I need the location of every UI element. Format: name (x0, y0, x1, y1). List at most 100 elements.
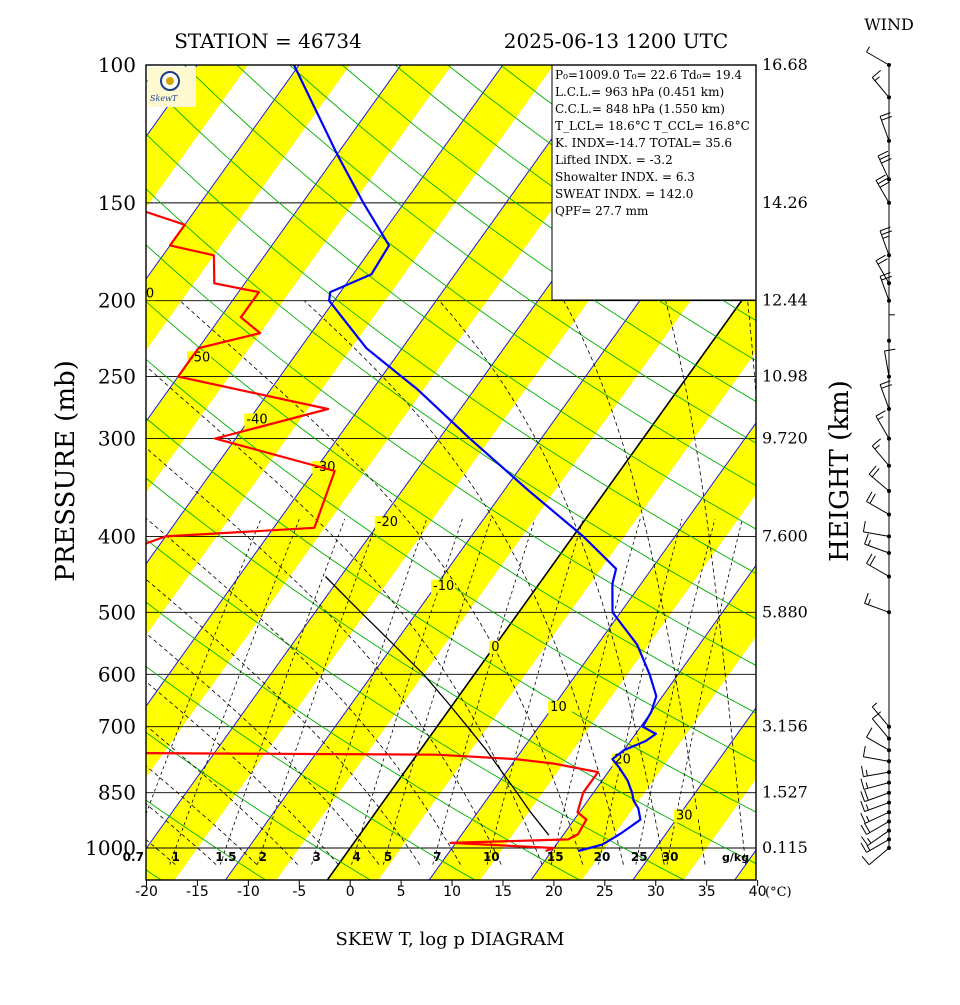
x-tick-label: -15 (186, 884, 209, 900)
wind-barb-shaft (880, 385, 889, 409)
wind-barb-flag (867, 845, 870, 850)
isotherm-label: 10 (550, 700, 567, 715)
mixing-unit-label: g/kg (722, 851, 749, 864)
isotherm-label: -60 (133, 286, 154, 301)
wind-barb-flag (863, 521, 865, 532)
wind-barb-flag (868, 599, 870, 605)
mixing-ratio-label: 4 (352, 850, 360, 864)
x-tick-label: 25 (596, 884, 614, 900)
pressure-tick-label: 400 (98, 524, 136, 548)
station-title: STATION = 46734 (174, 29, 362, 53)
height-tick-label: 12.44 (762, 291, 808, 310)
pressure-tick-label: 600 (98, 662, 136, 686)
wind-level-dot (887, 437, 891, 441)
x-tick-label: 0 (346, 884, 355, 900)
wind-barb-flag (867, 492, 873, 502)
mixing-ratio-label: 1 (172, 850, 180, 864)
wind-level-dot (887, 281, 891, 285)
mixing-ratio-label: 20 (594, 850, 611, 864)
wind-barb-flag (875, 77, 880, 81)
wind-barb-shaft (880, 231, 889, 255)
wind-barb-flag (861, 791, 865, 801)
agency-logo: SkewT (148, 67, 196, 107)
x-tick-label: 15 (494, 884, 512, 900)
wind-barb-flag (867, 728, 873, 738)
index-line-4: T_LCL= 18.6°C T_CCL= 16.8°C (555, 119, 750, 133)
height-tick-label: 3.156 (762, 717, 808, 736)
y-axis-label: PRESSURE (mb) (51, 360, 81, 582)
wind-barb-flag (878, 417, 883, 420)
height-tick-label: 14.26 (762, 193, 808, 212)
wind-barb-flag (881, 159, 891, 164)
wind-barb-flag (876, 175, 886, 181)
dry-adiabat (0, 29, 57, 880)
x-unit-label: (°C) (765, 885, 792, 900)
index-line-2: L.C.L.= 963 hPa (0.451 km) (555, 85, 724, 99)
index-line-3: C.C.L.= 848 hPa (1.550 km) (555, 102, 725, 116)
mixing-ratio-label: 1.5 (215, 850, 236, 864)
wind-barb-shaft (872, 719, 889, 739)
wind-barb-flag (865, 593, 869, 603)
wind-barb-flag (872, 439, 880, 446)
mixing-ratio-label: 7 (433, 850, 441, 864)
wind-barb-flag (866, 805, 868, 811)
index-line-7: Showalter INDX. = 6.3 (555, 170, 695, 184)
wind-barb-flag (882, 116, 892, 120)
wind-barb-flag (861, 825, 867, 835)
wind-profile (861, 47, 896, 865)
wind-barb-flag (865, 534, 869, 544)
datetime-title: 2025-06-13 1200 UTC (504, 29, 728, 53)
wind-barb-shaft (880, 116, 889, 140)
isotherm-label: -10 (433, 579, 454, 594)
x-tick-label: -5 (292, 884, 306, 900)
wind-barb-flag (868, 540, 870, 546)
mixing-ratio-label: 5 (384, 850, 392, 864)
wind-barb-flag (866, 783, 868, 789)
wind-level-dot (887, 201, 891, 205)
pressure-tick-label: 100 (98, 53, 136, 77)
x-tick-label: 10 (443, 884, 461, 900)
wind-barb-flag (861, 837, 867, 846)
index-line-9: QPF= 27.7 mm (555, 204, 649, 218)
wind-barb-shaft (876, 416, 889, 438)
x-tick-label: 35 (698, 884, 716, 900)
height-tick-label: 1.527 (762, 783, 808, 802)
mixing-ratio-label: 10 (483, 850, 500, 864)
isotherm-band (938, 29, 960, 880)
wind-barb-flag (872, 70, 880, 77)
pressure-tick-label: 300 (98, 427, 136, 451)
wind-barb-flag (878, 178, 888, 184)
mixing-ratio-label: 2 (259, 850, 267, 864)
pressure-tick-label: 200 (98, 289, 136, 313)
wind-barb-flag (885, 349, 896, 351)
wind-barb-flag (867, 47, 870, 52)
wind-barb-flag (861, 779, 864, 790)
wind-barb-flag (866, 770, 867, 776)
wind-barb-flag (872, 703, 877, 707)
isotherm-line (0, 29, 19, 880)
x-tick-label: 20 (545, 884, 563, 900)
pressure-tick-label: 500 (98, 600, 136, 624)
index-line-8: SWEAT INDX. = 142.0 (555, 187, 693, 201)
wind-barb-flag (880, 155, 890, 160)
isotherm-label-bg (69, 231, 93, 244)
wind-barb-flag (876, 411, 886, 417)
wind-barb-flag (876, 255, 886, 261)
x-axis-title: SKEW T, log p DIAGRAM (336, 929, 565, 950)
wind-barb-flag (868, 838, 872, 843)
wind-barb-flag (861, 843, 867, 853)
wind-barb-shaft (867, 737, 890, 750)
wind-level-dot (887, 791, 891, 795)
wind-barb-flag (878, 259, 888, 265)
wind-barb-flag (882, 231, 892, 235)
y2-axis-label: HEIGHT (km) (825, 380, 855, 562)
mixing-ratio-label: 3 (313, 850, 321, 864)
wind-barb-flag (862, 856, 869, 864)
height-tick-label: 0.115 (762, 838, 808, 857)
wind-barb-flag (864, 823, 870, 833)
indices-box: P₀=1009.0 T₀= 22.6 Td₀= 19.4 L.C.L.= 963… (552, 65, 756, 300)
wind-barb-flag (865, 790, 869, 800)
isotherm-label: 30 (676, 809, 693, 824)
